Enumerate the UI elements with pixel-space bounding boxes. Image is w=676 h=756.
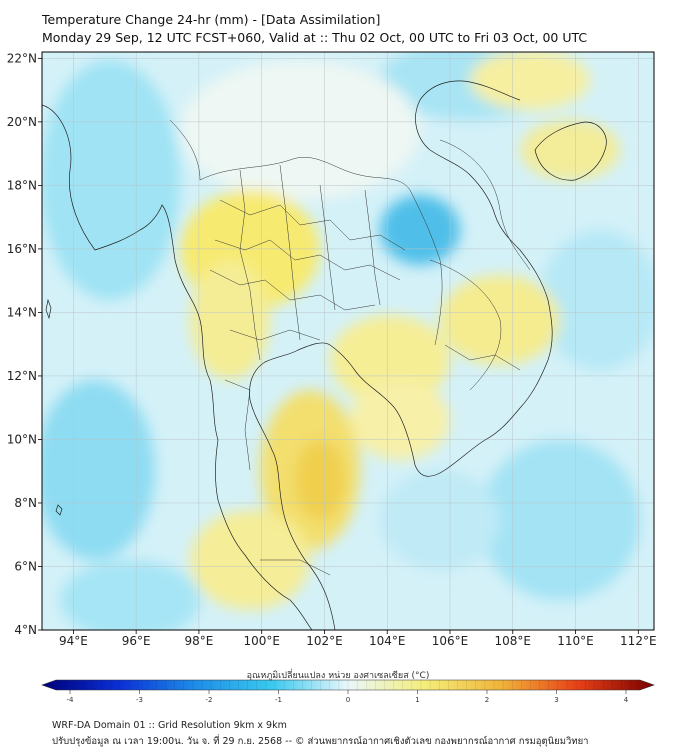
lat-tick-label: 14°N — [7, 305, 37, 319]
lon-tick-label: 106°E — [432, 634, 469, 648]
colorbar: -4 -3 -2 -1 0 1 2 3 4 — [41, 679, 655, 704]
colorbar-bar — [41, 679, 655, 691]
colorbar-tick-label: -3 — [136, 696, 143, 704]
temperature-field — [42, 52, 654, 630]
lat-tick-label: 20°N — [7, 115, 37, 129]
footer-model-info: WRF-DA Domain 01 :: Grid Resolution 9km … — [52, 720, 287, 731]
colorbar-tick-label: 2 — [485, 696, 489, 704]
lat-tick-label: 22°N — [7, 51, 37, 65]
lat-tick-label: 12°N — [7, 369, 37, 383]
lat-tick-label: 8°N — [14, 496, 37, 510]
colorbar-tick-label: 4 — [624, 696, 629, 704]
lon-tick-label: 108°E — [495, 634, 532, 648]
lon-tick-label: 94°E — [59, 634, 88, 648]
colorbar-tick-label: 3 — [554, 696, 558, 704]
lon-tick-label: 100°E — [243, 634, 280, 648]
colorbar-ticks: -4 -3 -2 -1 0 1 2 3 4 — [55, 680, 641, 704]
borders — [169, 119, 531, 576]
lon-tick-label: 112°E — [620, 634, 657, 648]
lat-tick-label: 18°N — [7, 178, 37, 192]
footer-credit: ปรับปรุงข้อมูล ณ เวลา 19:00น. วัน จ. ที่… — [52, 736, 589, 747]
graticule — [42, 52, 654, 630]
lat-tick-label: 6°N — [14, 559, 37, 573]
colorbar-tick-label: -1 — [275, 696, 282, 704]
colorbar-tick-label: -2 — [206, 696, 213, 704]
lon-tick-label: 104°E — [369, 634, 406, 648]
lat-tick-label: 16°N — [7, 242, 37, 256]
map-title: Temperature Change 24-hr (mm) - [Data As… — [42, 12, 381, 27]
lon-tick-label: 96°E — [122, 634, 151, 648]
longitude-axis: 94°E 96°E 98°E 100°E 102°E 104°E 106°E 108°E 110… — [59, 630, 657, 648]
lon-tick-label: 110°E — [557, 634, 594, 648]
colorbar-tick-label: 1 — [415, 696, 419, 704]
lon-tick-label: 98°E — [184, 634, 213, 648]
coastline — [42, 80, 607, 630]
colorbar-title: อุณหภูมิเปลี่ยนแปลง หน่วย องศาเซลเซียส (… — [246, 671, 430, 681]
lat-tick-label: 10°N — [7, 432, 37, 446]
lat-tick-label: 4°N — [14, 623, 37, 637]
map-subtitle: Monday 29 Sep, 12 UTC FCST+060, Valid at… — [42, 30, 588, 45]
map-frame — [41, 51, 655, 631]
lon-tick-label: 102°E — [306, 634, 343, 648]
colorbar-tick-label: -4 — [67, 696, 75, 704]
colorbar-tick-label: 0 — [346, 696, 350, 704]
latitude-axis: 22°N 20°N 18°N 16°N 14°N 12°N 10°N 8°N 6°N 4°N — [7, 51, 42, 637]
